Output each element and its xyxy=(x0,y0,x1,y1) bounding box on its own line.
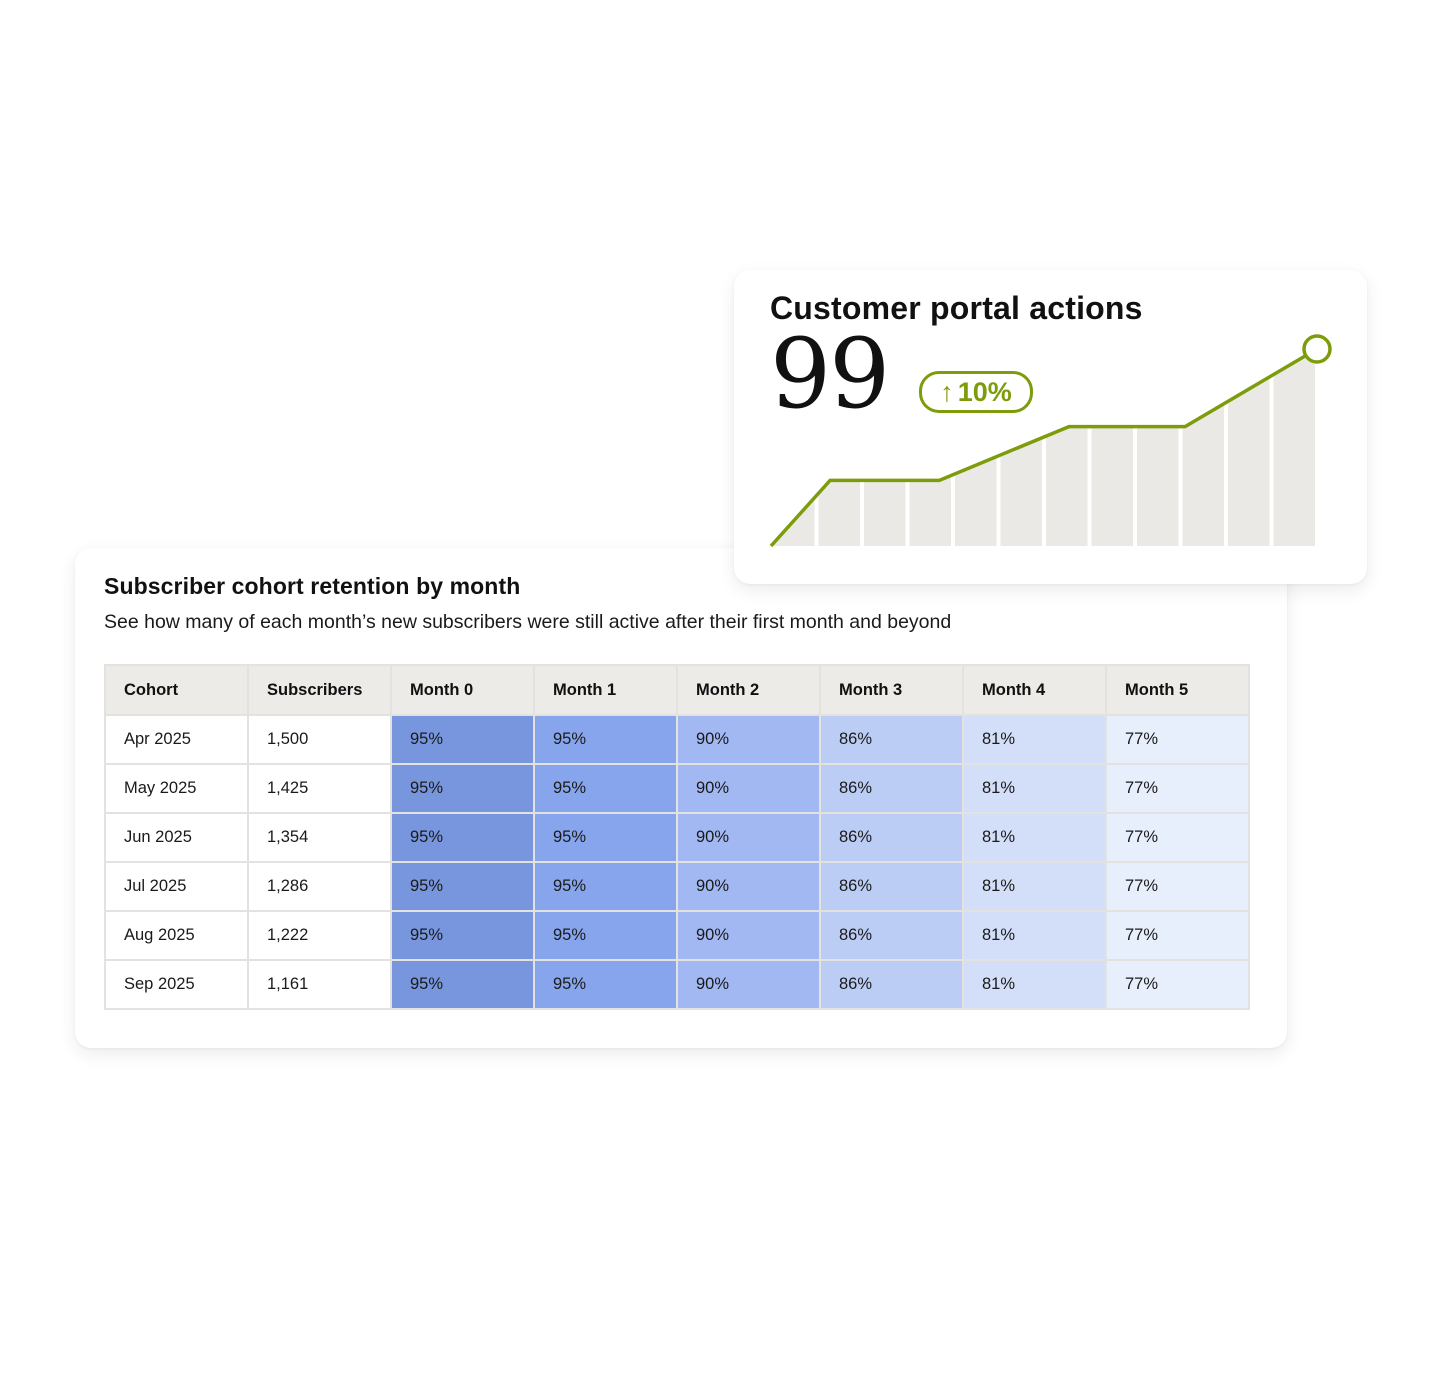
column-header[interactable]: Month 1 xyxy=(533,664,678,716)
subscribers-cell: 1,425 xyxy=(247,763,392,814)
retention-cell: 77% xyxy=(1105,861,1250,912)
column-header[interactable]: Month 3 xyxy=(819,664,964,716)
cohort-cell: Apr 2025 xyxy=(104,714,249,765)
card-subtitle: See how many of each month’s new subscri… xyxy=(104,611,952,633)
retention-cell: 86% xyxy=(819,959,964,1010)
column-header[interactable]: Month 0 xyxy=(390,664,535,716)
retention-cell: 81% xyxy=(962,861,1107,912)
retention-cell: 95% xyxy=(533,861,678,912)
retention-cell: 90% xyxy=(676,812,821,863)
change-value: 10% xyxy=(957,376,1012,407)
retention-cell: 77% xyxy=(1105,714,1250,765)
sparkline-bar xyxy=(1228,349,1270,546)
table-row: May 2025 1,425 95% 95% 90% 86% 81% 77% xyxy=(104,763,1250,814)
table-row: Jul 2025 1,286 95% 95% 90% 86% 81% 77% xyxy=(104,861,1250,912)
retention-cell: 86% xyxy=(819,861,964,912)
retention-cell: 86% xyxy=(819,714,964,765)
cohort-cell: Sep 2025 xyxy=(104,959,249,1010)
retention-cell: 90% xyxy=(676,763,821,814)
cohort-cell: May 2025 xyxy=(104,763,249,814)
cohort-cell: Jun 2025 xyxy=(104,812,249,863)
sparkline-bar xyxy=(1182,349,1224,546)
column-header[interactable]: Subscribers xyxy=(247,664,392,716)
retention-cell: 86% xyxy=(819,812,964,863)
retention-cell: 95% xyxy=(390,910,535,961)
table-row: Jun 2025 1,354 95% 95% 90% 86% 81% 77% xyxy=(104,812,1250,863)
cohort-retention-card: Subscriber cohort retention by month See… xyxy=(75,548,1287,1048)
subscribers-cell: 1,222 xyxy=(247,910,392,961)
sparkline-chart xyxy=(769,334,1332,548)
sparkline-bar xyxy=(1273,349,1315,546)
column-header[interactable]: Month 4 xyxy=(962,664,1107,716)
kpi-title: Customer portal actions xyxy=(770,290,1143,326)
cohort-cell: Aug 2025 xyxy=(104,910,249,961)
card-title: Subscriber cohort retention by month xyxy=(104,573,521,599)
kpi-value: 99 xyxy=(770,318,890,430)
retention-cell: 95% xyxy=(533,763,678,814)
subscribers-cell: 1,286 xyxy=(247,861,392,912)
retention-cell: 90% xyxy=(676,959,821,1010)
table-header-row: Cohort Subscribers Month 0 Month 1 Month 2 Mo… xyxy=(104,664,1250,716)
retention-cell: 95% xyxy=(533,910,678,961)
table-row: Aug 2025 1,222 95% 95% 90% 86% 81% 77% xyxy=(104,910,1250,961)
retention-cell: 86% xyxy=(819,910,964,961)
retention-cell: 90% xyxy=(676,714,821,765)
retention-cell: 90% xyxy=(676,861,821,912)
retention-cell: 95% xyxy=(533,959,678,1010)
change-badge: ↑ 10% xyxy=(919,371,1033,413)
sparkline-bar xyxy=(1046,349,1088,546)
retention-cell: 77% xyxy=(1105,959,1250,1010)
retention-cell: 95% xyxy=(533,714,678,765)
customer-portal-actions-card: Customer portal actions 99 ↑ 10% xyxy=(734,270,1367,584)
retention-cell: 95% xyxy=(390,861,535,912)
arrow-up-icon: ↑ xyxy=(940,376,954,407)
subscribers-cell: 1,161 xyxy=(247,959,392,1010)
cohort-table: Cohort Subscribers Month 0 Month 1 Month 2 Mo… xyxy=(104,664,1250,1010)
retention-cell: 95% xyxy=(390,812,535,863)
cohort-cell: Jul 2025 xyxy=(104,861,249,912)
column-header[interactable]: Month 5 xyxy=(1105,664,1250,716)
retention-cell: 95% xyxy=(390,714,535,765)
retention-cell: 90% xyxy=(676,910,821,961)
sparkline-end-marker xyxy=(1302,334,1332,364)
retention-cell: 86% xyxy=(819,763,964,814)
column-header[interactable]: Month 2 xyxy=(676,664,821,716)
retention-cell: 81% xyxy=(962,959,1107,1010)
retention-cell: 95% xyxy=(390,763,535,814)
table-row: Apr 2025 1,500 95% 95% 90% 86% 81% 77% xyxy=(104,714,1250,765)
sparkline-bar xyxy=(1091,349,1133,546)
subscribers-cell: 1,500 xyxy=(247,714,392,765)
retention-cell: 95% xyxy=(533,812,678,863)
retention-cell: 95% xyxy=(390,959,535,1010)
retention-cell: 77% xyxy=(1105,910,1250,961)
sparkline-line xyxy=(769,347,1318,548)
retention-cell: 81% xyxy=(962,910,1107,961)
sparkline-bar xyxy=(1137,349,1179,546)
retention-cell: 81% xyxy=(962,812,1107,863)
retention-cell: 81% xyxy=(962,714,1107,765)
retention-cell: 77% xyxy=(1105,812,1250,863)
retention-cell: 81% xyxy=(962,763,1107,814)
table-row: Sep 2025 1,161 95% 95% 90% 86% 81% 77% xyxy=(104,959,1250,1010)
subscribers-cell: 1,354 xyxy=(247,812,392,863)
column-header[interactable]: Cohort xyxy=(104,664,249,716)
retention-cell: 77% xyxy=(1105,763,1250,814)
